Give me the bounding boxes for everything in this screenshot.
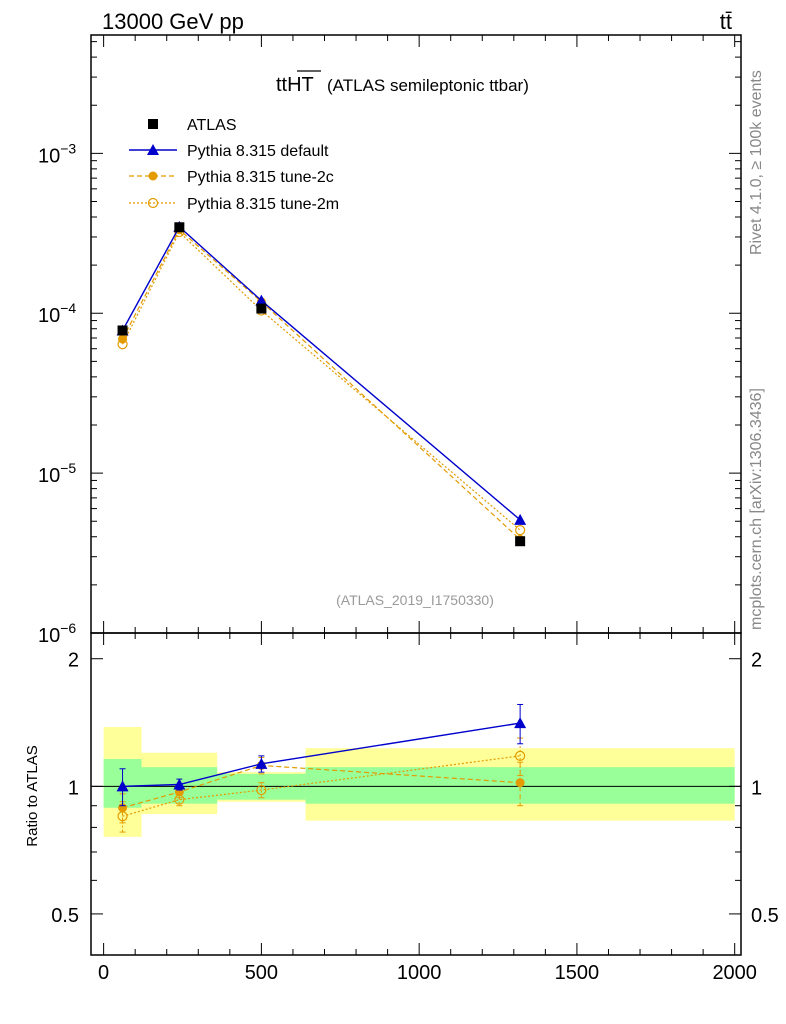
rivet-version-label: Rivet 4.1.0, ≥ 100k events — [748, 70, 765, 255]
ratio-point-pythia-8-315-tune-2c — [515, 778, 525, 788]
x-tick-label: 1500 — [555, 962, 600, 984]
legend-marker-atlas — [148, 119, 158, 129]
x-tick-label: 0 — [98, 962, 109, 984]
ratio-line-pythia-8-315-tune-2c — [122, 764, 521, 809]
main-panel: 10−3 10−4 10−5 10−6 ttHT (ATLAS semileptoni… — [38, 34, 742, 647]
series-line-pythia-8-315-tune-2c — [122, 228, 521, 540]
legend-label-pythia-8-315-default: Pythia 8.315 default — [187, 143, 329, 160]
y-tick-label-right: 2 — [751, 650, 762, 672]
mcplots-source-label: mcplots.cern.ch [arXiv:1306.3436] — [748, 388, 765, 630]
y-tick-label: 10−6 — [38, 620, 76, 647]
ratio-point-pythia-8-315-default — [514, 717, 527, 729]
plot-title-main: ttHT — [276, 74, 314, 96]
y-tick-label: 10−4 — [38, 300, 76, 327]
legend-label-pythia-8-315-tune-2c: Pythia 8.315 tune-2c — [187, 169, 334, 186]
ratio-point-pythia-8-315-default — [116, 780, 129, 792]
analysis-id-label: (ATLAS_2019_I1750330) — [336, 592, 494, 608]
y-tick-label-right: 1 — [751, 777, 762, 799]
y-tick-label: 2 — [68, 650, 79, 672]
data-point-atlas — [174, 222, 185, 233]
y-tick-label: 1 — [68, 777, 79, 799]
data-point-pythia-8-315-default — [255, 294, 268, 306]
ratio-axis-label: Ratio to ATLAS — [24, 745, 41, 846]
plot-title-sub: (ATLAS semileptonic ttbar) — [327, 76, 529, 95]
data-point-pythia-8-315-default — [514, 513, 527, 525]
header-left-label: 13000 GeV pp — [102, 9, 244, 34]
x-tick-label: 500 — [245, 962, 278, 984]
ratio-line-pythia-8-315-default — [122, 722, 521, 788]
ratio-panel-frame — [90, 632, 742, 956]
legend: ATLAS Pythia 8.315 default Pythia 8.315 tu… — [129, 117, 339, 213]
x-tick-label: 2000 — [712, 962, 757, 984]
legend-marker-pythia-8-315-tune-2m — [147, 197, 159, 209]
data-point-atlas — [256, 303, 267, 314]
ratio-point-pythia-8-315-tune-2m — [256, 784, 267, 796]
legend-label-atlas: ATLAS — [187, 117, 237, 134]
ratio-point-pythia-8-315-default — [173, 778, 186, 790]
x-tick-label: 1000 — [397, 962, 442, 984]
series-line-pythia-8-315-default — [121, 225, 521, 521]
ratio-point-pythia-8-315-tune-2m — [515, 750, 526, 761]
y-tick-label: 10−5 — [38, 460, 76, 487]
y-tick-label-right: 0.5 — [751, 905, 779, 927]
ratio-line-pythia-8-315-tune-2m — [122, 755, 521, 817]
y-tick-label: 10−3 — [38, 140, 76, 167]
ratio-panel: 0 500 1000 1500 2000 0.5 0.5 1 1 2 2 Ratio to ATLA… — [24, 632, 779, 984]
header-right-label: tt̄ — [720, 9, 732, 34]
data-point-atlas — [117, 325, 128, 336]
legend-label-pythia-8-315-tune-2m: Pythia 8.315 tune-2m — [187, 196, 339, 213]
ratio-point-pythia-8-315-default — [255, 757, 268, 769]
data-point-pythia-8-315-tune-2m — [515, 525, 526, 536]
y-tick-label: 0.5 — [51, 905, 79, 927]
legend-marker-pythia-8-315-tune-2c — [148, 171, 158, 181]
data-point-atlas — [515, 536, 526, 547]
series-line-pythia-8-315-tune-2m — [122, 231, 521, 531]
legend-marker-pythia-8-315-default — [147, 144, 159, 155]
data-point-pythia-8-315-tune-2c — [118, 334, 128, 344]
